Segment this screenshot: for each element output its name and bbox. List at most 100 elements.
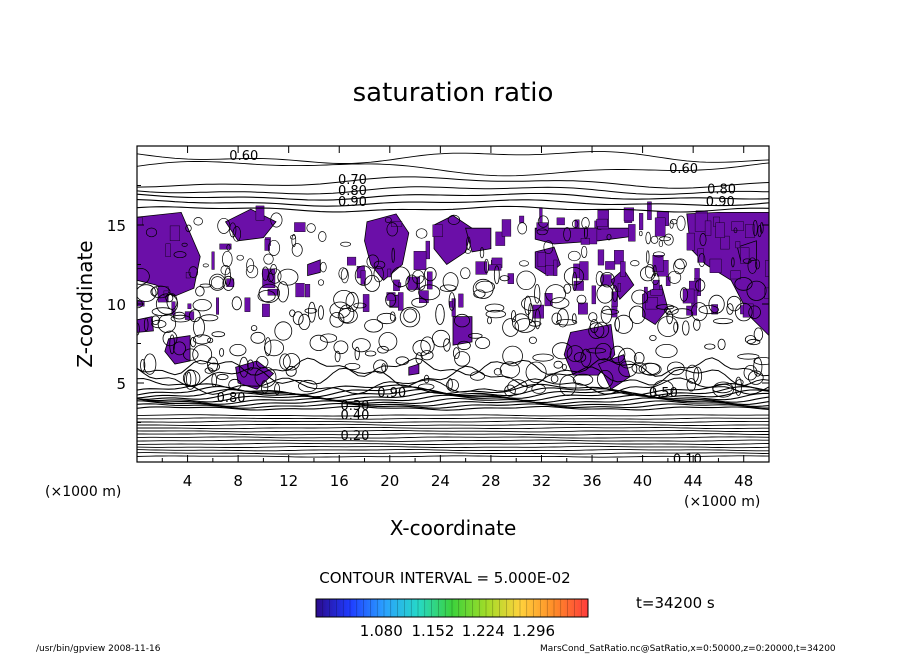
contour-cell — [472, 278, 494, 299]
contour-cell — [521, 296, 542, 312]
contour-cell — [685, 364, 700, 384]
contour-cell — [399, 306, 421, 328]
contour-cell — [597, 370, 614, 389]
contour-cell — [484, 303, 505, 313]
contour-line — [137, 205, 769, 213]
contour-cell — [614, 314, 634, 334]
contour-cell — [270, 264, 277, 275]
contour-lines — [137, 151, 769, 458]
contour-cell — [469, 371, 485, 381]
contour-cell — [416, 275, 426, 291]
contour-cell — [536, 228, 548, 236]
contour-cell — [247, 359, 254, 371]
contour-cell — [143, 353, 157, 375]
contour-cell — [550, 297, 570, 309]
contour-cell — [270, 212, 283, 228]
contour-line — [137, 176, 769, 189]
contour-cell — [532, 353, 554, 362]
contour-label: 0.90 — [338, 195, 367, 210]
contour-cell — [193, 317, 205, 338]
contour-cell — [339, 304, 355, 324]
contour-cell — [600, 272, 615, 288]
contour-cell — [274, 383, 281, 395]
contour-label: 0.80 — [338, 184, 367, 199]
contour-cell — [649, 334, 657, 341]
contour-cell — [190, 336, 197, 348]
contour-cell — [145, 227, 158, 238]
contour-cell — [664, 305, 679, 315]
saturation-speck — [262, 303, 270, 317]
contour-cell — [717, 338, 726, 350]
contour-cell — [499, 361, 520, 379]
saturation-speck — [580, 238, 590, 245]
contour-cell — [746, 280, 767, 301]
contour-cell — [493, 368, 502, 376]
saturation-speck — [244, 297, 251, 312]
saturation-speck — [553, 259, 558, 276]
contour-cell — [188, 266, 199, 278]
contour-cell — [192, 344, 213, 365]
saturation-speck — [398, 282, 402, 288]
contour-label: 0.90 — [706, 195, 735, 210]
contour-cell — [137, 284, 157, 302]
contour-cell — [173, 251, 187, 259]
contour-cell — [600, 305, 613, 324]
contour-cell — [333, 340, 349, 355]
contour-cell — [340, 241, 351, 247]
contour-cell — [658, 240, 664, 248]
contour-cell — [220, 265, 231, 276]
contour-line — [137, 377, 769, 395]
contour-cell — [279, 353, 291, 370]
contour-line — [137, 430, 769, 433]
saturation-speck — [574, 219, 580, 228]
x-axis-ticks: 4 8 12 16 20 24 28 32 36 40 44 48 — [161, 146, 753, 490]
contour-line — [137, 151, 769, 164]
contour-cell — [344, 362, 361, 370]
contour-cell — [731, 257, 735, 268]
contour-cell — [192, 334, 212, 345]
saturation-speck — [620, 261, 626, 277]
saturation-speck — [219, 243, 232, 250]
saturation-speck — [211, 251, 215, 270]
contour-cell — [517, 222, 528, 235]
saturation-speck — [360, 270, 366, 285]
contour-cell — [753, 327, 764, 342]
saturation-speck — [216, 297, 220, 315]
contour-cell — [391, 247, 395, 263]
contour-cell — [487, 316, 492, 325]
contour-cell — [319, 261, 327, 273]
contour-cell — [698, 305, 719, 315]
contour-cell — [329, 311, 345, 328]
contour-cell — [612, 285, 618, 302]
contour-cell — [304, 307, 318, 314]
contour-cell — [466, 236, 471, 250]
colorbar-tick-label: 1.080 — [360, 622, 403, 640]
contour-cell — [551, 312, 562, 325]
contour-cell — [334, 350, 341, 363]
saturation-speck — [187, 303, 192, 309]
contour-label: 0.10 — [673, 453, 702, 468]
contour-cell — [550, 374, 559, 383]
contour-cell — [484, 258, 489, 274]
contour-cell — [373, 265, 384, 283]
contour-cell — [665, 307, 671, 316]
contour-cell — [519, 260, 529, 267]
contour-cell — [631, 289, 649, 305]
saturation-speck — [682, 288, 695, 304]
contour-line — [137, 445, 769, 449]
saturation-speck — [169, 225, 180, 241]
contour-cell — [679, 287, 689, 302]
contour-cell — [752, 220, 758, 237]
contour-cell — [282, 353, 301, 371]
contour-cell — [475, 280, 496, 293]
x-tick-label: 16 — [330, 472, 349, 490]
contour-cell — [457, 340, 471, 351]
contour-cell — [263, 253, 274, 265]
contour-cell — [650, 235, 659, 244]
contour-label: 0.40 — [341, 408, 370, 423]
saturation-speck — [711, 304, 718, 315]
contour-cell — [653, 264, 657, 277]
contour-cell — [354, 346, 360, 361]
contour-cell — [572, 271, 578, 291]
saturation-speck — [391, 221, 403, 227]
